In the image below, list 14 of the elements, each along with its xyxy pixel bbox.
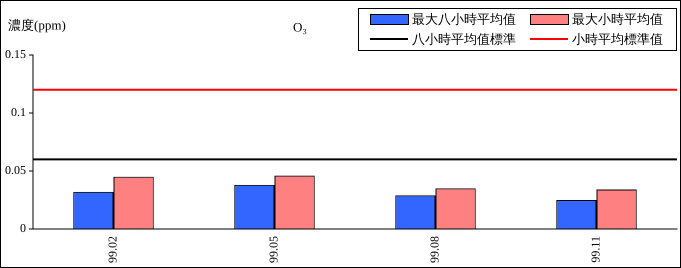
x-tick-label: 99.05 — [266, 236, 281, 263]
legend-label: 八小時平均值標準 — [412, 31, 516, 46]
y-tick-label: 0.1 — [11, 105, 26, 120]
y-tick-label: 0.05 — [5, 163, 26, 178]
y-tick-label: 0.15 — [5, 47, 26, 62]
x-tick-label: 99.08 — [428, 236, 442, 263]
legend-label: 最大小時平均值 — [572, 11, 663, 26]
x-tick-label: 99.11 — [588, 236, 603, 263]
y-tick-label: 0 — [20, 221, 26, 236]
chart-title: O₃ — [293, 19, 307, 34]
legend-label: 最大八小時平均值 — [412, 11, 516, 26]
y-axis-title: 濃度(ppm) — [8, 17, 66, 32]
x-tick-label: 99.02 — [106, 236, 120, 263]
legend-label: 小時平均標準值 — [572, 31, 663, 46]
